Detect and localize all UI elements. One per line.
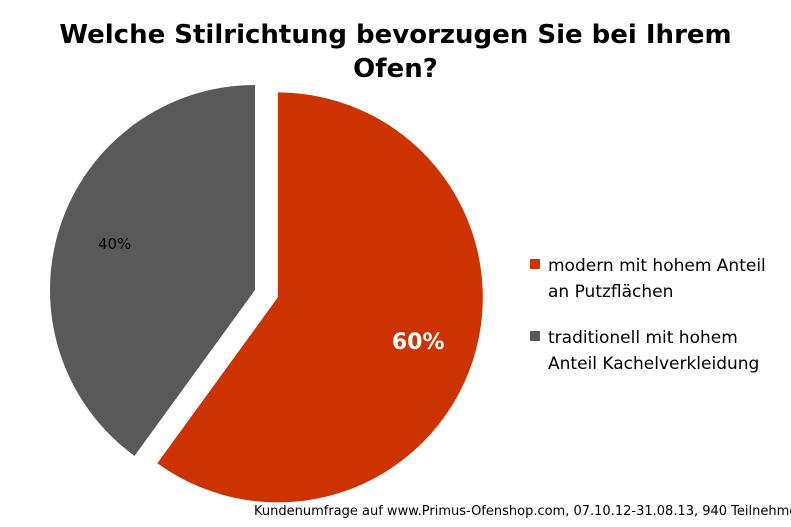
legend-item-traditional: traditionell mit hohem Anteil Kachelverk… [530,325,788,377]
footer-source: Kundenumfrage auf www.Primus-Ofenshop.co… [254,504,791,519]
legend-swatch-modern [530,259,540,269]
chart-title-line-2: Ofen? [353,54,438,84]
legend-item-modern: modern mit hohem Anteil an Putzflächen [530,253,788,305]
legend-label-traditional: traditionell mit hohem Anteil Kachelverk… [548,328,760,374]
legend-swatch-traditional [530,331,540,341]
chart-title-line-1: Welche Stilrichtung bevorzugen Sie bei I… [59,20,732,50]
data-label-modern: 60% [392,330,445,355]
data-label-traditional: 40% [98,235,131,253]
legend-label-modern: modern mit hohem Anteil an Putzflächen [548,256,766,302]
pie-slice-traditional [50,85,255,456]
chart-title: Welche Stilrichtung bevorzugen Sie bei I… [0,18,791,86]
legend: modern mit hohem Anteil an Putzflächen t… [530,253,788,397]
pie-slice-modern [157,92,483,503]
